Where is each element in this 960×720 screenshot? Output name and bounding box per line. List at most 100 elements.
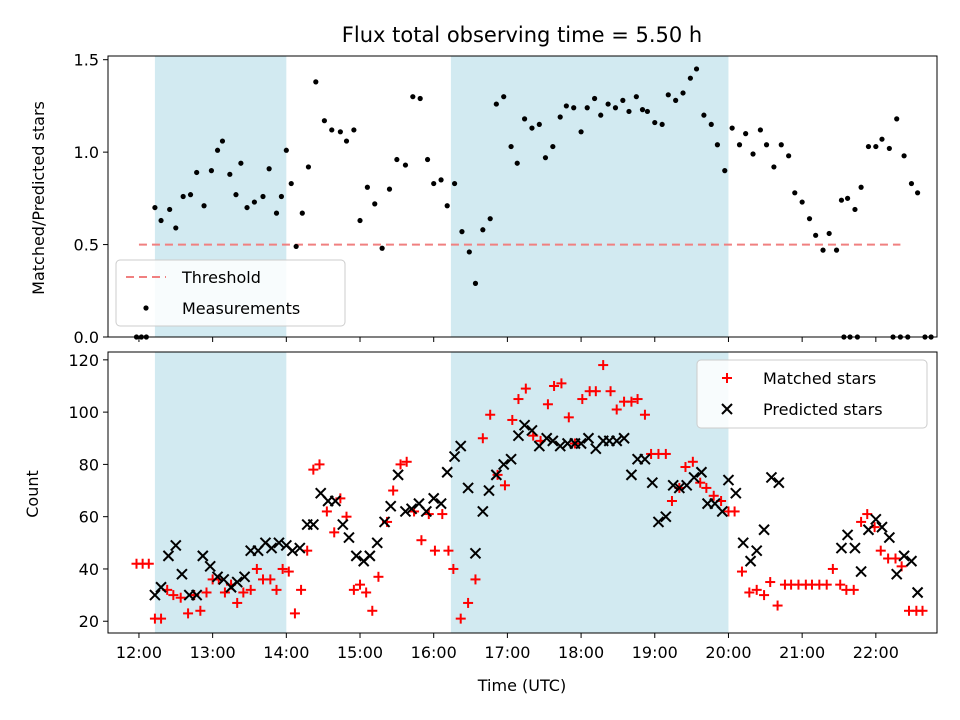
data-point	[813, 232, 819, 238]
data-point	[296, 584, 307, 595]
data-point	[708, 121, 714, 128]
data-point	[469, 547, 482, 559]
data-point	[722, 168, 728, 174]
data-point	[435, 497, 447, 510]
data-point	[771, 164, 777, 170]
data-point	[402, 162, 409, 168]
data-point	[265, 574, 276, 585]
data-point	[701, 112, 707, 118]
data-point	[427, 492, 440, 505]
data-point	[835, 542, 848, 554]
data-point	[673, 97, 679, 103]
data-point	[820, 247, 826, 253]
data-point	[371, 537, 383, 549]
data-point	[875, 545, 886, 556]
legend: Matched stars Predicted stars	[696, 359, 928, 429]
data-point	[201, 203, 207, 209]
legend-matched-swatch	[722, 373, 732, 383]
data-point	[294, 542, 306, 554]
legend-threshold-label: Threshold	[181, 268, 261, 287]
data-point	[852, 206, 858, 213]
data-point	[477, 505, 489, 518]
data-point	[605, 101, 611, 107]
data-point	[289, 608, 300, 619]
data-point	[626, 396, 637, 407]
x-tick-label: 17:00	[484, 643, 530, 662]
x-tick-label: 12:00	[116, 643, 162, 662]
data-point	[772, 600, 783, 611]
data-point	[455, 613, 466, 624]
data-point	[844, 195, 851, 201]
data-point	[520, 383, 531, 394]
data-point	[251, 199, 257, 205]
data-point	[260, 193, 266, 200]
data-point	[194, 169, 200, 176]
legend: Threshold Measurements	[115, 259, 346, 327]
data-point	[890, 553, 901, 564]
data-point	[307, 518, 320, 531]
data-point	[639, 107, 646, 113]
data-point	[372, 201, 378, 207]
x-tick-label: 15:00	[337, 643, 383, 662]
data-point	[898, 550, 910, 562]
data-point	[708, 490, 719, 501]
data-point	[477, 433, 488, 444]
data-point	[750, 151, 756, 157]
legend-measurements-swatch	[143, 305, 149, 311]
data-point	[751, 584, 762, 595]
data-point	[722, 474, 735, 486]
data-point	[348, 584, 359, 595]
data-point	[632, 394, 643, 405]
data-point	[251, 563, 262, 574]
x-tick-label: 14:00	[263, 643, 309, 662]
shaded-interval	[450, 56, 729, 337]
data-point	[620, 97, 626, 103]
data-point	[211, 571, 224, 583]
data-point	[378, 516, 391, 528]
data-point	[321, 118, 327, 124]
data-point	[364, 184, 370, 190]
data-point	[343, 138, 350, 144]
data-point	[799, 199, 805, 205]
data-point	[379, 245, 385, 251]
data-point	[513, 394, 524, 405]
data-point	[219, 587, 230, 598]
data-point	[190, 589, 203, 601]
data-point	[695, 477, 706, 488]
y-tick-label: 20	[79, 612, 99, 631]
data-point	[695, 466, 708, 478]
data-point	[578, 129, 584, 135]
data-point	[227, 171, 233, 177]
data-point	[156, 613, 167, 624]
data-point	[158, 217, 164, 224]
data-point	[833, 247, 840, 253]
data-point	[806, 216, 813, 222]
data-point	[288, 180, 294, 187]
data-point	[175, 592, 186, 603]
data-point	[540, 432, 553, 444]
data-point	[521, 116, 528, 122]
data-point	[444, 203, 450, 209]
y-tick-label: 80	[79, 455, 99, 474]
data-point	[736, 142, 743, 148]
data-point	[399, 505, 412, 518]
data-point	[751, 544, 763, 557]
legend-box	[115, 259, 346, 327]
data-point	[498, 458, 510, 471]
data-point	[542, 399, 553, 410]
data-point	[611, 404, 622, 415]
data-point	[737, 537, 749, 549]
data-point	[501, 94, 507, 100]
data-point	[591, 95, 598, 102]
data-point	[759, 590, 770, 601]
data-point	[490, 469, 503, 481]
data-point	[554, 440, 566, 452]
data-point	[443, 545, 454, 556]
data-point	[563, 103, 569, 109]
data-point	[652, 119, 658, 126]
data-point	[894, 116, 900, 122]
data-point	[466, 249, 472, 255]
data-point	[438, 177, 444, 183]
data-point	[646, 476, 659, 489]
data-point	[879, 136, 885, 142]
